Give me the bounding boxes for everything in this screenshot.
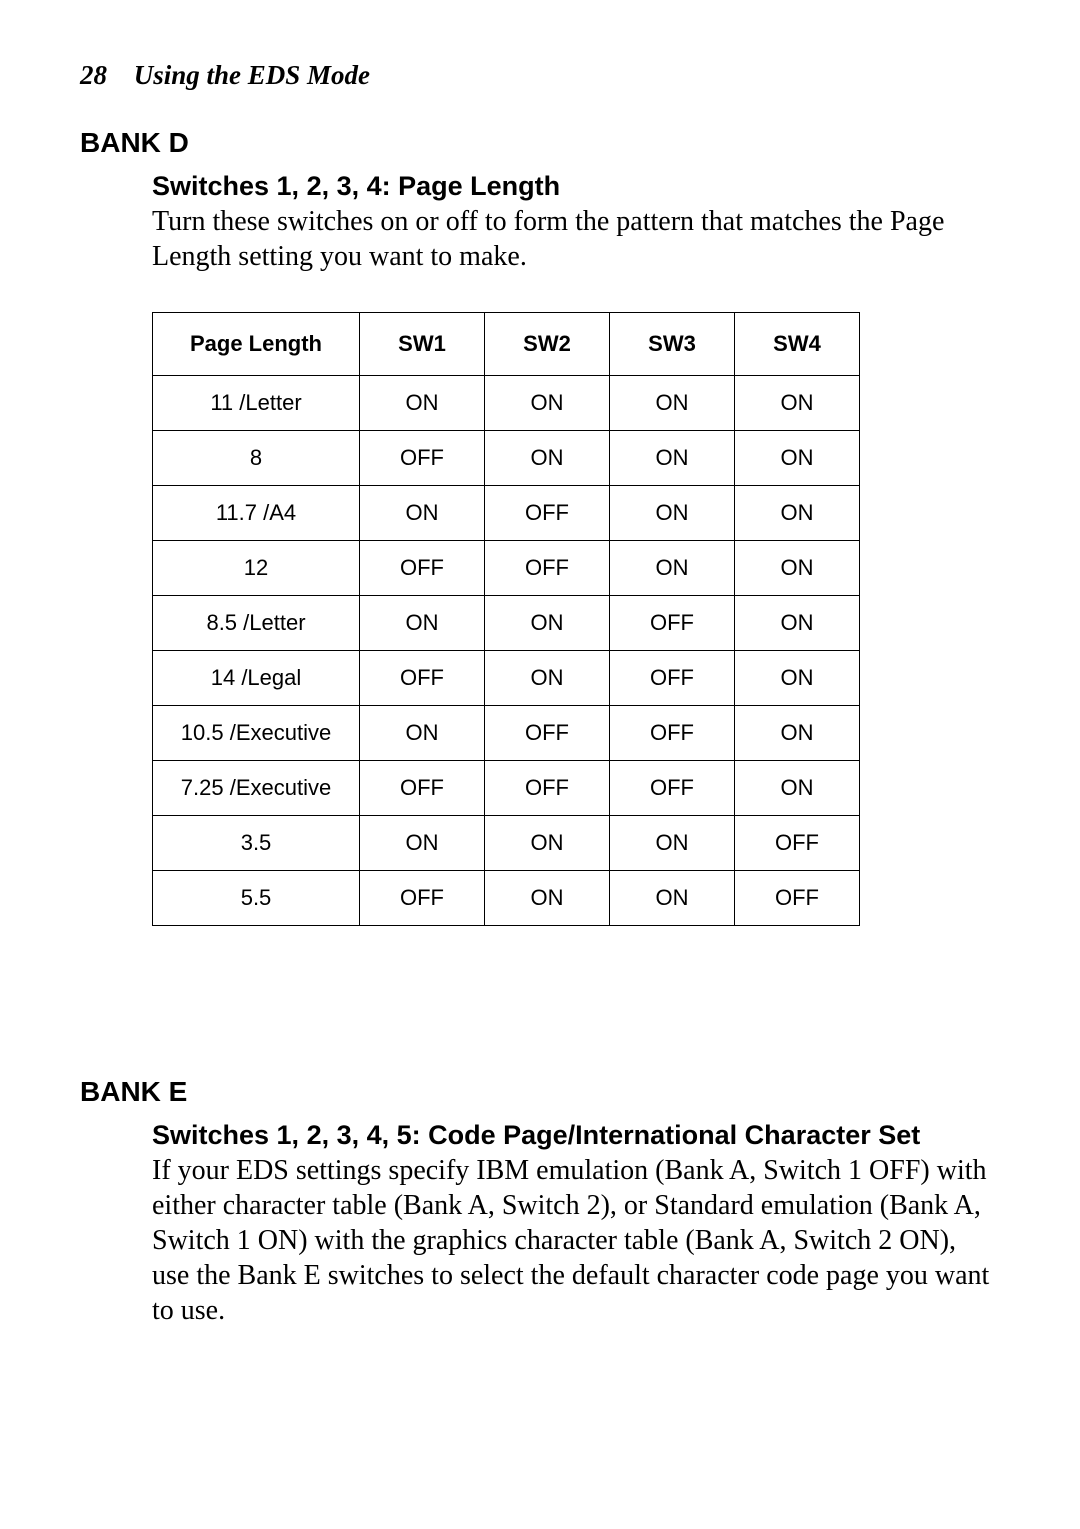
table-cell: OFF	[360, 871, 485, 926]
table-cell: ON	[610, 486, 735, 541]
table-cell: ON	[735, 706, 860, 761]
table-cell: OFF	[485, 761, 610, 816]
table-cell: 12	[153, 541, 360, 596]
table-cell: ON	[485, 651, 610, 706]
table-header-row: Page Length SW1 SW2 SW3 SW4	[153, 313, 860, 376]
table-cell: ON	[485, 596, 610, 651]
running-header-title: Using the EDS Mode	[134, 60, 370, 90]
page-number: 28	[80, 60, 107, 90]
table-cell: ON	[360, 486, 485, 541]
table-cell: ON	[610, 871, 735, 926]
bank-e-body: If your EDS settings specify IBM emulati…	[152, 1153, 1000, 1328]
table-cell: ON	[735, 541, 860, 596]
table-cell: OFF	[360, 651, 485, 706]
table-row: 3.5ONONONOFF	[153, 816, 860, 871]
table-cell: ON	[485, 871, 610, 926]
table-cell: OFF	[360, 761, 485, 816]
table-cell: 5.5	[153, 871, 360, 926]
table-cell: OFF	[610, 761, 735, 816]
table-cell: ON	[360, 816, 485, 871]
table-row: 11.7 /A4ONOFFONON	[153, 486, 860, 541]
table-cell: OFF	[360, 431, 485, 486]
table-cell: ON	[485, 816, 610, 871]
table-cell: ON	[485, 431, 610, 486]
table-header-cell: SW1	[360, 313, 485, 376]
table-row: 8OFFONONON	[153, 431, 860, 486]
table-cell: ON	[610, 376, 735, 431]
table-cell: OFF	[485, 486, 610, 541]
table-cell: ON	[735, 431, 860, 486]
table-cell: ON	[610, 816, 735, 871]
table-cell: 11 /Letter	[153, 376, 360, 431]
table-cell: OFF	[485, 706, 610, 761]
table-row: 10.5 /ExecutiveONOFFOFFON	[153, 706, 860, 761]
bank-d-subheading: Switches 1, 2, 3, 4: Page Length	[152, 171, 1000, 202]
table-cell: ON	[610, 541, 735, 596]
bank-e-heading: BANK E	[80, 1076, 1000, 1108]
table-row: 11 /LetterONONONON	[153, 376, 860, 431]
table-header-cell: SW4	[735, 313, 860, 376]
table-cell: ON	[735, 651, 860, 706]
running-header: 28 Using the EDS Mode	[80, 60, 1000, 91]
table-cell: OFF	[610, 651, 735, 706]
table-header-cell: Page Length	[153, 313, 360, 376]
table-row: 14 /LegalOFFONOFFON	[153, 651, 860, 706]
table-cell: ON	[735, 486, 860, 541]
table-cell: 3.5	[153, 816, 360, 871]
table-cell: 8	[153, 431, 360, 486]
bank-d-body: Turn these switches on or off to form th…	[152, 204, 1000, 274]
table-cell: 8.5 /Letter	[153, 596, 360, 651]
table-cell: OFF	[485, 541, 610, 596]
table-cell: ON	[360, 376, 485, 431]
table-cell: OFF	[610, 596, 735, 651]
table-row: 8.5 /LetterONONOFFON	[153, 596, 860, 651]
table-cell: ON	[360, 596, 485, 651]
table-cell: ON	[485, 376, 610, 431]
table-cell: ON	[735, 761, 860, 816]
table-cell: OFF	[360, 541, 485, 596]
table-header-cell: SW2	[485, 313, 610, 376]
bank-d-heading: BANK D	[80, 127, 1000, 159]
table-cell: 10.5 /Executive	[153, 706, 360, 761]
table-row: 5.5OFFONONOFF	[153, 871, 860, 926]
table-row: 12OFFOFFONON	[153, 541, 860, 596]
table-header-cell: SW3	[610, 313, 735, 376]
table-cell: ON	[735, 596, 860, 651]
table-cell: OFF	[735, 816, 860, 871]
bank-e-subheading: Switches 1, 2, 3, 4, 5: Code Page/Intern…	[152, 1120, 1000, 1151]
table-cell: OFF	[610, 706, 735, 761]
table-cell: 11.7 /A4	[153, 486, 360, 541]
table-cell: ON	[735, 376, 860, 431]
table-cell: ON	[360, 706, 485, 761]
table-cell: ON	[610, 431, 735, 486]
page-length-table: Page Length SW1 SW2 SW3 SW4 11 /LetterON…	[152, 312, 860, 926]
table-cell: 7.25 /Executive	[153, 761, 360, 816]
table-row: 7.25 /ExecutiveOFFOFFOFFON	[153, 761, 860, 816]
table-cell: 14 /Legal	[153, 651, 360, 706]
table-cell: OFF	[735, 871, 860, 926]
